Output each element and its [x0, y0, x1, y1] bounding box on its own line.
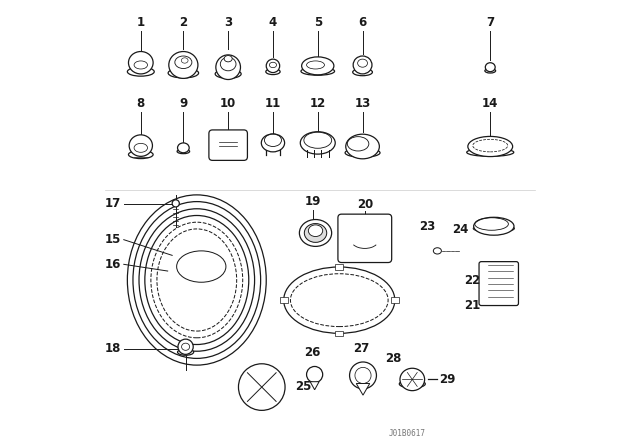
Ellipse shape — [169, 52, 198, 78]
Ellipse shape — [127, 67, 154, 76]
Text: 29: 29 — [439, 373, 456, 386]
Ellipse shape — [345, 148, 380, 157]
Ellipse shape — [168, 68, 198, 78]
Text: 4: 4 — [269, 16, 277, 29]
Text: 5: 5 — [314, 16, 322, 29]
Ellipse shape — [485, 63, 495, 72]
Text: 15: 15 — [104, 233, 120, 246]
FancyBboxPatch shape — [280, 297, 288, 303]
Ellipse shape — [177, 143, 189, 153]
Ellipse shape — [177, 349, 194, 355]
Ellipse shape — [353, 69, 372, 76]
Ellipse shape — [308, 225, 323, 237]
Circle shape — [307, 366, 323, 383]
Ellipse shape — [305, 224, 326, 242]
Ellipse shape — [474, 217, 514, 235]
Ellipse shape — [473, 224, 515, 233]
Ellipse shape — [301, 67, 335, 75]
Text: 10: 10 — [220, 97, 236, 110]
Ellipse shape — [266, 59, 280, 73]
Ellipse shape — [353, 56, 372, 74]
Text: 25: 25 — [296, 379, 312, 393]
FancyBboxPatch shape — [209, 130, 248, 160]
Ellipse shape — [215, 69, 241, 78]
Ellipse shape — [301, 57, 334, 75]
Text: 23: 23 — [419, 220, 436, 233]
Ellipse shape — [178, 339, 193, 354]
FancyBboxPatch shape — [338, 214, 392, 263]
Text: 13: 13 — [355, 97, 371, 110]
Text: 9: 9 — [179, 97, 188, 110]
Ellipse shape — [177, 149, 189, 154]
FancyBboxPatch shape — [335, 264, 343, 270]
Ellipse shape — [485, 69, 495, 73]
Text: 26: 26 — [304, 346, 321, 359]
Ellipse shape — [129, 52, 153, 74]
Text: 3: 3 — [224, 16, 232, 29]
Ellipse shape — [224, 56, 232, 62]
Circle shape — [239, 364, 285, 410]
Text: 16: 16 — [104, 258, 120, 271]
Ellipse shape — [216, 55, 241, 80]
Text: 14: 14 — [482, 97, 499, 110]
Text: 24: 24 — [452, 223, 468, 236]
Text: 7: 7 — [486, 16, 494, 29]
Text: 20: 20 — [356, 198, 373, 211]
FancyBboxPatch shape — [391, 297, 399, 303]
Text: 8: 8 — [137, 97, 145, 110]
Ellipse shape — [467, 148, 514, 156]
Text: 17: 17 — [104, 197, 120, 211]
FancyBboxPatch shape — [335, 331, 343, 336]
FancyBboxPatch shape — [479, 262, 518, 306]
Text: 21: 21 — [464, 299, 481, 312]
Circle shape — [349, 362, 376, 389]
Polygon shape — [356, 383, 370, 395]
Text: 11: 11 — [265, 97, 281, 110]
Ellipse shape — [172, 200, 179, 207]
Ellipse shape — [129, 135, 152, 156]
Text: J01B0617: J01B0617 — [389, 429, 426, 438]
Text: 6: 6 — [358, 16, 367, 29]
Text: 27: 27 — [353, 342, 369, 355]
Text: 19: 19 — [305, 195, 321, 208]
Polygon shape — [310, 382, 319, 390]
Text: 12: 12 — [310, 97, 326, 110]
Text: 28: 28 — [385, 352, 402, 365]
Ellipse shape — [399, 380, 426, 388]
Text: 1: 1 — [137, 16, 145, 29]
Text: 18: 18 — [104, 342, 120, 355]
Ellipse shape — [300, 220, 332, 246]
Ellipse shape — [400, 368, 424, 391]
Ellipse shape — [468, 136, 513, 156]
Text: 22: 22 — [464, 273, 481, 287]
Ellipse shape — [129, 151, 153, 159]
Ellipse shape — [346, 134, 380, 159]
Ellipse shape — [300, 132, 335, 154]
Text: 2: 2 — [179, 16, 188, 29]
Ellipse shape — [261, 134, 285, 152]
Ellipse shape — [266, 69, 280, 74]
Ellipse shape — [433, 248, 442, 254]
